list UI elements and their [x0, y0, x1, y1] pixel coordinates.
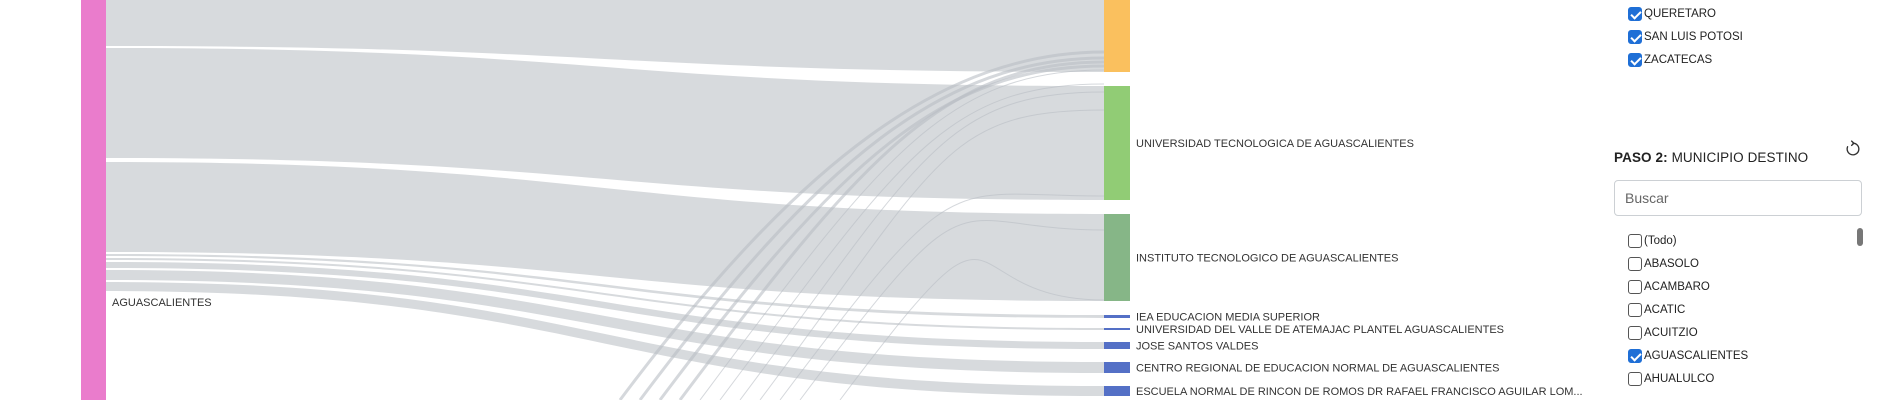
checkbox-label: ZACATECAS	[1644, 54, 1713, 66]
sankey-link	[658, 64, 1105, 400]
checkbox-item[interactable]: (Todo)	[1628, 232, 1677, 250]
sankey-link	[699, 69, 1105, 400]
sankey-node-label: AGUASCALIENTES	[112, 297, 212, 309]
checkbox-unchecked[interactable]	[1628, 280, 1642, 294]
checkbox-label: QUERETARO	[1644, 8, 1716, 20]
sankey-node-target[interactable]	[1104, 315, 1130, 318]
step2-title: PASO 2: MUNICIPIO DESTINO	[1614, 150, 1808, 165]
checkbox-item[interactable]: AGUASCALIENTES	[1628, 347, 1748, 365]
scrollbar-thumb[interactable]	[1857, 228, 1863, 246]
checkbox-checked[interactable]	[1628, 349, 1642, 363]
checkbox-checked[interactable]	[1628, 7, 1642, 21]
search-input[interactable]	[1614, 180, 1862, 216]
sankey-node-target[interactable]	[1104, 214, 1130, 301]
checkbox-label: (Todo)	[1644, 235, 1677, 247]
sankey-link	[799, 220, 1105, 400]
sankey-link	[678, 60, 1105, 400]
sankey-link	[106, 258, 1104, 330]
sankey-link	[106, 262, 1104, 349]
checkbox-item[interactable]: SAN LUIS POTOSI	[1628, 28, 1743, 46]
sankey-diagram: AGUASCALIENTES UNIVERSIDAD TECNOLOGICA DE…	[81, 0, 1583, 400]
reset-icon[interactable]	[1844, 140, 1862, 158]
sankey-node-label: JOSE SANTOS VALDES	[1136, 341, 1258, 353]
sankey-node-label: INSTITUTO TECNOLOGICO DE AGUASCALIENTES	[1136, 253, 1398, 265]
sankey-node-target[interactable]	[1104, 328, 1130, 330]
sankey-node-label: UNIVERSIDAD TECNOLOGICA DE AGUASCALIENTE…	[1136, 138, 1414, 150]
checkbox-label: ABASOLO	[1644, 258, 1699, 270]
sankey-link	[739, 91, 1105, 400]
checkbox-label: ACATIC	[1644, 304, 1686, 316]
sankey-link	[106, 254, 1104, 318]
checkbox-checked[interactable]	[1628, 30, 1642, 44]
checkbox-label: AHUALULCO	[1644, 373, 1715, 385]
checkbox-unchecked[interactable]	[1628, 326, 1642, 340]
sankey-link	[106, 0, 1104, 72]
sankey-link	[106, 48, 1104, 200]
checkbox-item[interactable]: AHUALULCO	[1628, 370, 1714, 388]
sankey-link	[779, 193, 1105, 400]
checkbox-item[interactable]: QUERETARO	[1628, 5, 1716, 23]
checkbox-unchecked[interactable]	[1628, 372, 1642, 386]
checkbox-item[interactable]: ACUITZIO	[1628, 324, 1698, 342]
sankey-link	[839, 259, 1105, 400]
checkbox-item[interactable]: ACATIC	[1628, 301, 1685, 319]
sankey-link	[106, 162, 1104, 301]
sankey-link	[618, 50, 1105, 400]
sankey-node-target[interactable]	[1104, 0, 1130, 72]
sankey-node-source[interactable]	[81, 0, 106, 400]
sankey-node-label: IEA EDUCACION MEDIA SUPERIOR	[1136, 312, 1320, 324]
sankey-link	[638, 56, 1105, 400]
sankey-links	[106, 0, 1105, 400]
sankey-node-label: ESCUELA NORMAL DE RINCON DE ROMOS DR RAF…	[1136, 386, 1583, 398]
step2-title-bold: PASO 2:	[1614, 150, 1668, 165]
checkbox-checked[interactable]	[1628, 53, 1642, 67]
checkbox-item[interactable]: ACAMBARO	[1628, 278, 1710, 296]
checkbox-unchecked[interactable]	[1628, 303, 1642, 317]
sankey-link	[759, 109, 1105, 400]
sankey-node-target[interactable]	[1104, 362, 1130, 373]
checkbox-label: ACAMBARO	[1644, 281, 1710, 293]
sankey-labels: AGUASCALIENTES UNIVERSIDAD TECNOLOGICA DE…	[112, 138, 1583, 398]
checkbox-label: SAN LUIS POTOSI	[1644, 31, 1743, 43]
step2-title-text: MUNICIPIO DESTINO	[1667, 150, 1809, 165]
checkbox-label: AGUASCALIENTES	[1644, 350, 1749, 362]
sankey-node-label: CENTRO REGIONAL DE EDUCACION NORMAL DE A…	[1136, 363, 1499, 375]
checkbox-label: ACUITZIO	[1644, 327, 1698, 339]
sankey-nodes	[81, 0, 1130, 400]
checkbox-item[interactable]: ABASOLO	[1628, 255, 1699, 273]
checkbox-unchecked[interactable]	[1628, 234, 1642, 248]
sankey-link	[106, 270, 1104, 373]
sankey-node-target[interactable]	[1104, 386, 1130, 396]
filter-panel: QUERETARO SAN LUIS POTOSI ZACATECAS PASO 2…	[1610, 0, 1901, 400]
sankey-node-label: UNIVERSIDAD DEL VALLE DE ATEMAJAC PLANTE…	[1136, 324, 1504, 336]
checkbox-item[interactable]: ZACATECAS	[1628, 51, 1712, 69]
sankey-link	[106, 282, 1104, 396]
sankey-link	[719, 83, 1105, 400]
sankey-node-target[interactable]	[1104, 86, 1130, 200]
checkbox-unchecked[interactable]	[1628, 257, 1642, 271]
sankey-node-target[interactable]	[1104, 342, 1130, 349]
